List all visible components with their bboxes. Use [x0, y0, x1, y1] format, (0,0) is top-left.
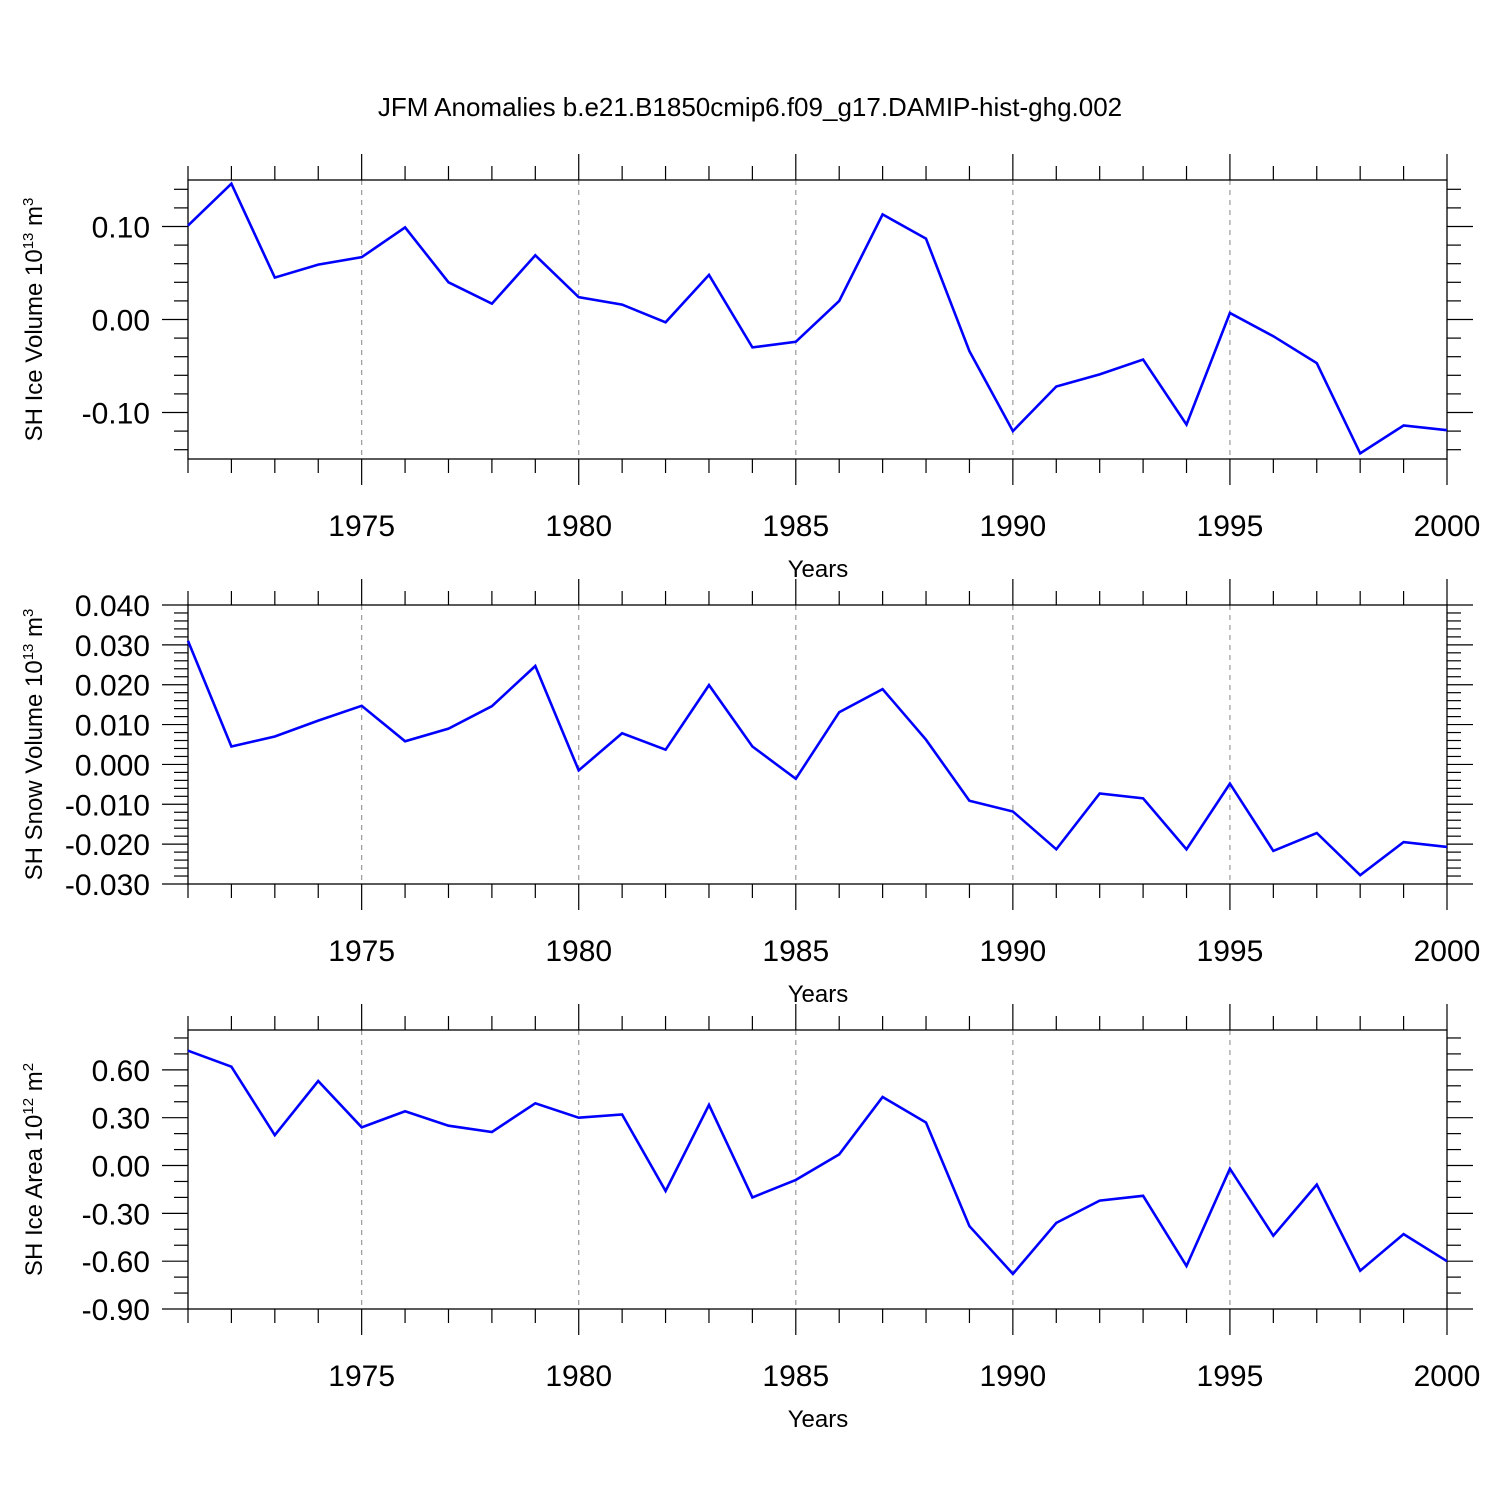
panel-snow-volume: -0.030 -0.020 -0.010 0.000 0.010 0.020 0.030 0.… — [20, 579, 1480, 1008]
x-tick-label: 1975 — [328, 935, 395, 968]
y-tick-label: 0.020 — [75, 670, 150, 703]
x-tick-label: 1985 — [762, 1360, 829, 1393]
x-tick-label: 1980 — [545, 935, 612, 968]
x-tick-label: 2000 — [1414, 1360, 1481, 1393]
x-tick-label: 1995 — [1197, 1360, 1264, 1393]
plot-frame — [187, 179, 1448, 460]
panel-ice-area: -0.90 -0.60 -0.30 0.00 0.30 0.60 1975 1980 1985 1… — [20, 1004, 1480, 1433]
y-tick-label: 0.00 — [92, 305, 150, 338]
y-axis-title: SH Ice Area 1012 m2 — [20, 1063, 48, 1276]
x-tick-label: 1995 — [1197, 510, 1264, 543]
y-tick-label: -0.020 — [65, 829, 150, 862]
x-tick-label: 1995 — [1197, 935, 1264, 968]
panel-ice-volume: -0.10 0.00 0.10 1975 1980 1985 1990 1995 2000 Yea… — [20, 154, 1480, 583]
x-tick-label: 2000 — [1414, 510, 1481, 543]
y-axis-title: SH Ice Volume 1013 m3 — [20, 198, 48, 442]
y-tick-label: -0.10 — [82, 398, 150, 431]
series-line — [187, 181, 1448, 456]
figure-title: JFM Anomalies b.e21.B1850cmip6.f09_g17.D… — [378, 92, 1122, 122]
plot-frame — [187, 604, 1448, 885]
y-tick-label: 0.30 — [92, 1103, 150, 1136]
series-line — [186, 640, 1448, 877]
x-tick-label: 1990 — [979, 510, 1046, 543]
x-tick-label: 1975 — [328, 510, 395, 543]
x-tick-label: 1975 — [328, 1360, 395, 1393]
x-axis-title: Years — [788, 556, 849, 583]
y-tick-label: -0.90 — [82, 1294, 150, 1327]
x-tick-label: 1990 — [979, 1360, 1046, 1393]
x-axis-title: Years — [788, 981, 849, 1008]
y-tick-label: -0.30 — [82, 1198, 150, 1231]
y-tick-label: -0.60 — [82, 1246, 150, 1279]
x-axis-title: Years — [788, 1406, 849, 1433]
x-tick-label: 1990 — [979, 935, 1046, 968]
plot-frame — [187, 1029, 1448, 1310]
series-line — [187, 1049, 1448, 1276]
x-tick-label: 1980 — [545, 1360, 612, 1393]
y-tick-label: -0.010 — [65, 789, 150, 822]
y-tick-label: 0.10 — [92, 212, 150, 245]
y-tick-label: 0.040 — [75, 590, 150, 623]
y-tick-label: 0.030 — [75, 630, 150, 663]
x-tick-label: 1985 — [762, 935, 829, 968]
y-tick-label: 0.00 — [92, 1151, 150, 1184]
y-tick-label: -0.030 — [65, 869, 150, 902]
x-tick-label: 2000 — [1414, 935, 1481, 968]
x-tick-label: 1980 — [545, 510, 612, 543]
y-tick-label: 0.000 — [75, 749, 150, 782]
y-axis-title: SH Snow Volume 1013 m3 — [20, 609, 48, 881]
x-tick-label: 1985 — [762, 510, 829, 543]
y-tick-label: 0.60 — [92, 1055, 150, 1088]
y-tick-label: 0.010 — [75, 710, 150, 743]
